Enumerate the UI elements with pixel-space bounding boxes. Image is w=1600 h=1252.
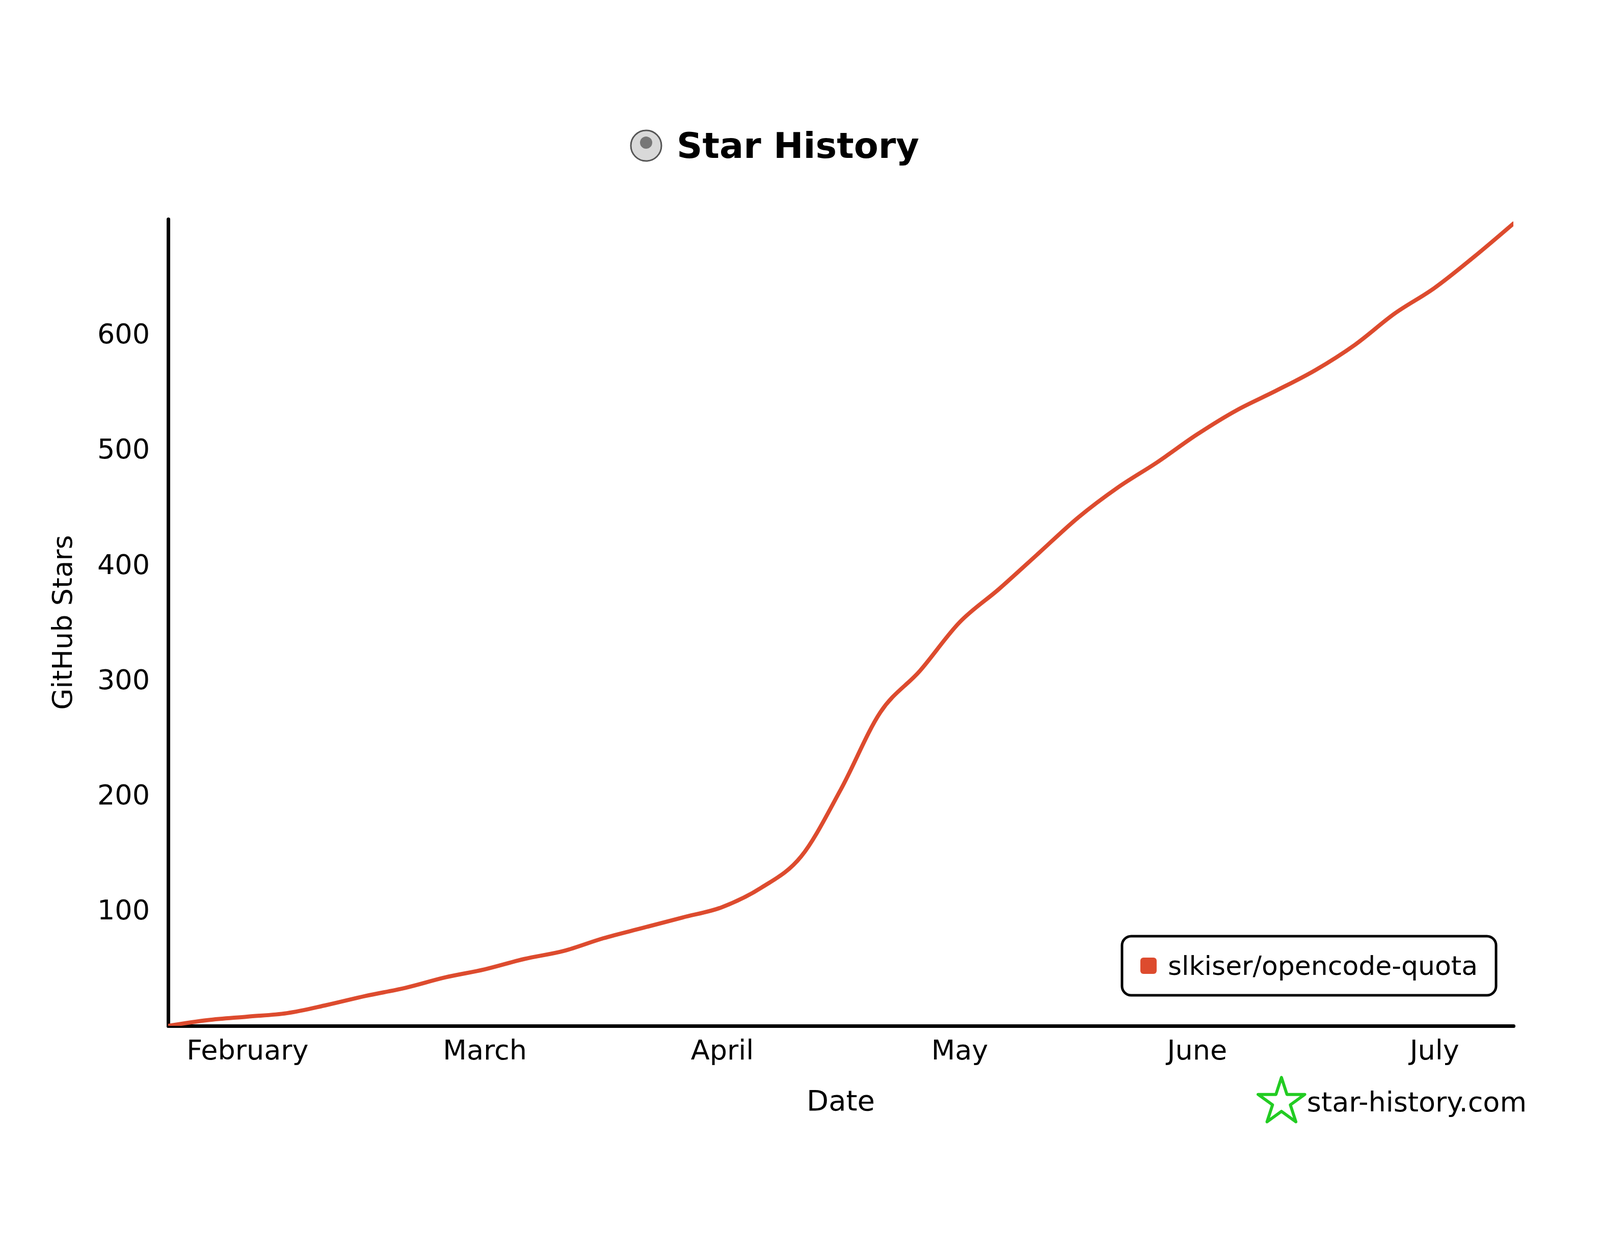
x-axis-line (168, 1024, 1514, 1029)
x-tick-label: July (1408, 1034, 1460, 1067)
avatar-head (640, 136, 653, 149)
y-axis-title: GitHub Stars (46, 535, 79, 710)
watermark: star-history.com (1307, 1086, 1527, 1119)
y-tick-label: 600 (97, 317, 150, 351)
y-tick-label: 200 (97, 779, 150, 812)
y-tick: 600 (97, 317, 169, 351)
legend-swatch (1140, 957, 1157, 975)
legend-box (1122, 936, 1497, 996)
series-line (168, 223, 1514, 1027)
legend-label: slkiser/opencode-quota (1167, 950, 1478, 982)
y-tick: 100 (97, 894, 169, 927)
x-tick: May (931, 1026, 989, 1067)
y-tick-label: 100 (97, 894, 150, 927)
y-tick: 500 (97, 433, 169, 466)
x-tick-label: May (931, 1034, 989, 1067)
x-axis: February March April May June July (168, 1026, 1514, 1067)
x-axis-title: Date (806, 1084, 875, 1118)
title: Star History (676, 124, 920, 167)
x-tick: June (1165, 1026, 1228, 1067)
x-tick-label: June (1165, 1034, 1228, 1067)
y-tick-label: 500 (97, 433, 150, 466)
y-axis: 100 200 300 400 500 600 (97, 219, 169, 1027)
y-tick: 200 (97, 779, 169, 812)
x-tick-label: March (442, 1034, 527, 1067)
y-axis-line (166, 219, 171, 1027)
x-tick: February (186, 1026, 309, 1067)
x-tick: April (690, 1026, 754, 1067)
x-tick-label: February (186, 1034, 309, 1067)
avatar-icon (630, 130, 662, 162)
legend: slkiser/opencode-quota (1122, 936, 1497, 996)
x-tick: July (1408, 1026, 1460, 1067)
y-tick-label: 400 (97, 548, 150, 581)
x-tick: March (442, 1026, 527, 1067)
watermark-star (1258, 1077, 1305, 1123)
avatar-circle (630, 130, 662, 162)
y-tick: 300 (97, 663, 169, 697)
plot-area (168, 223, 1514, 1027)
y-tick-label: 300 (97, 663, 150, 697)
chart: Star History 100 200 300 400 500 600 February Ma… (0, 0, 1600, 1252)
x-tick-label: April (690, 1034, 754, 1067)
y-tick: 400 (97, 548, 169, 581)
